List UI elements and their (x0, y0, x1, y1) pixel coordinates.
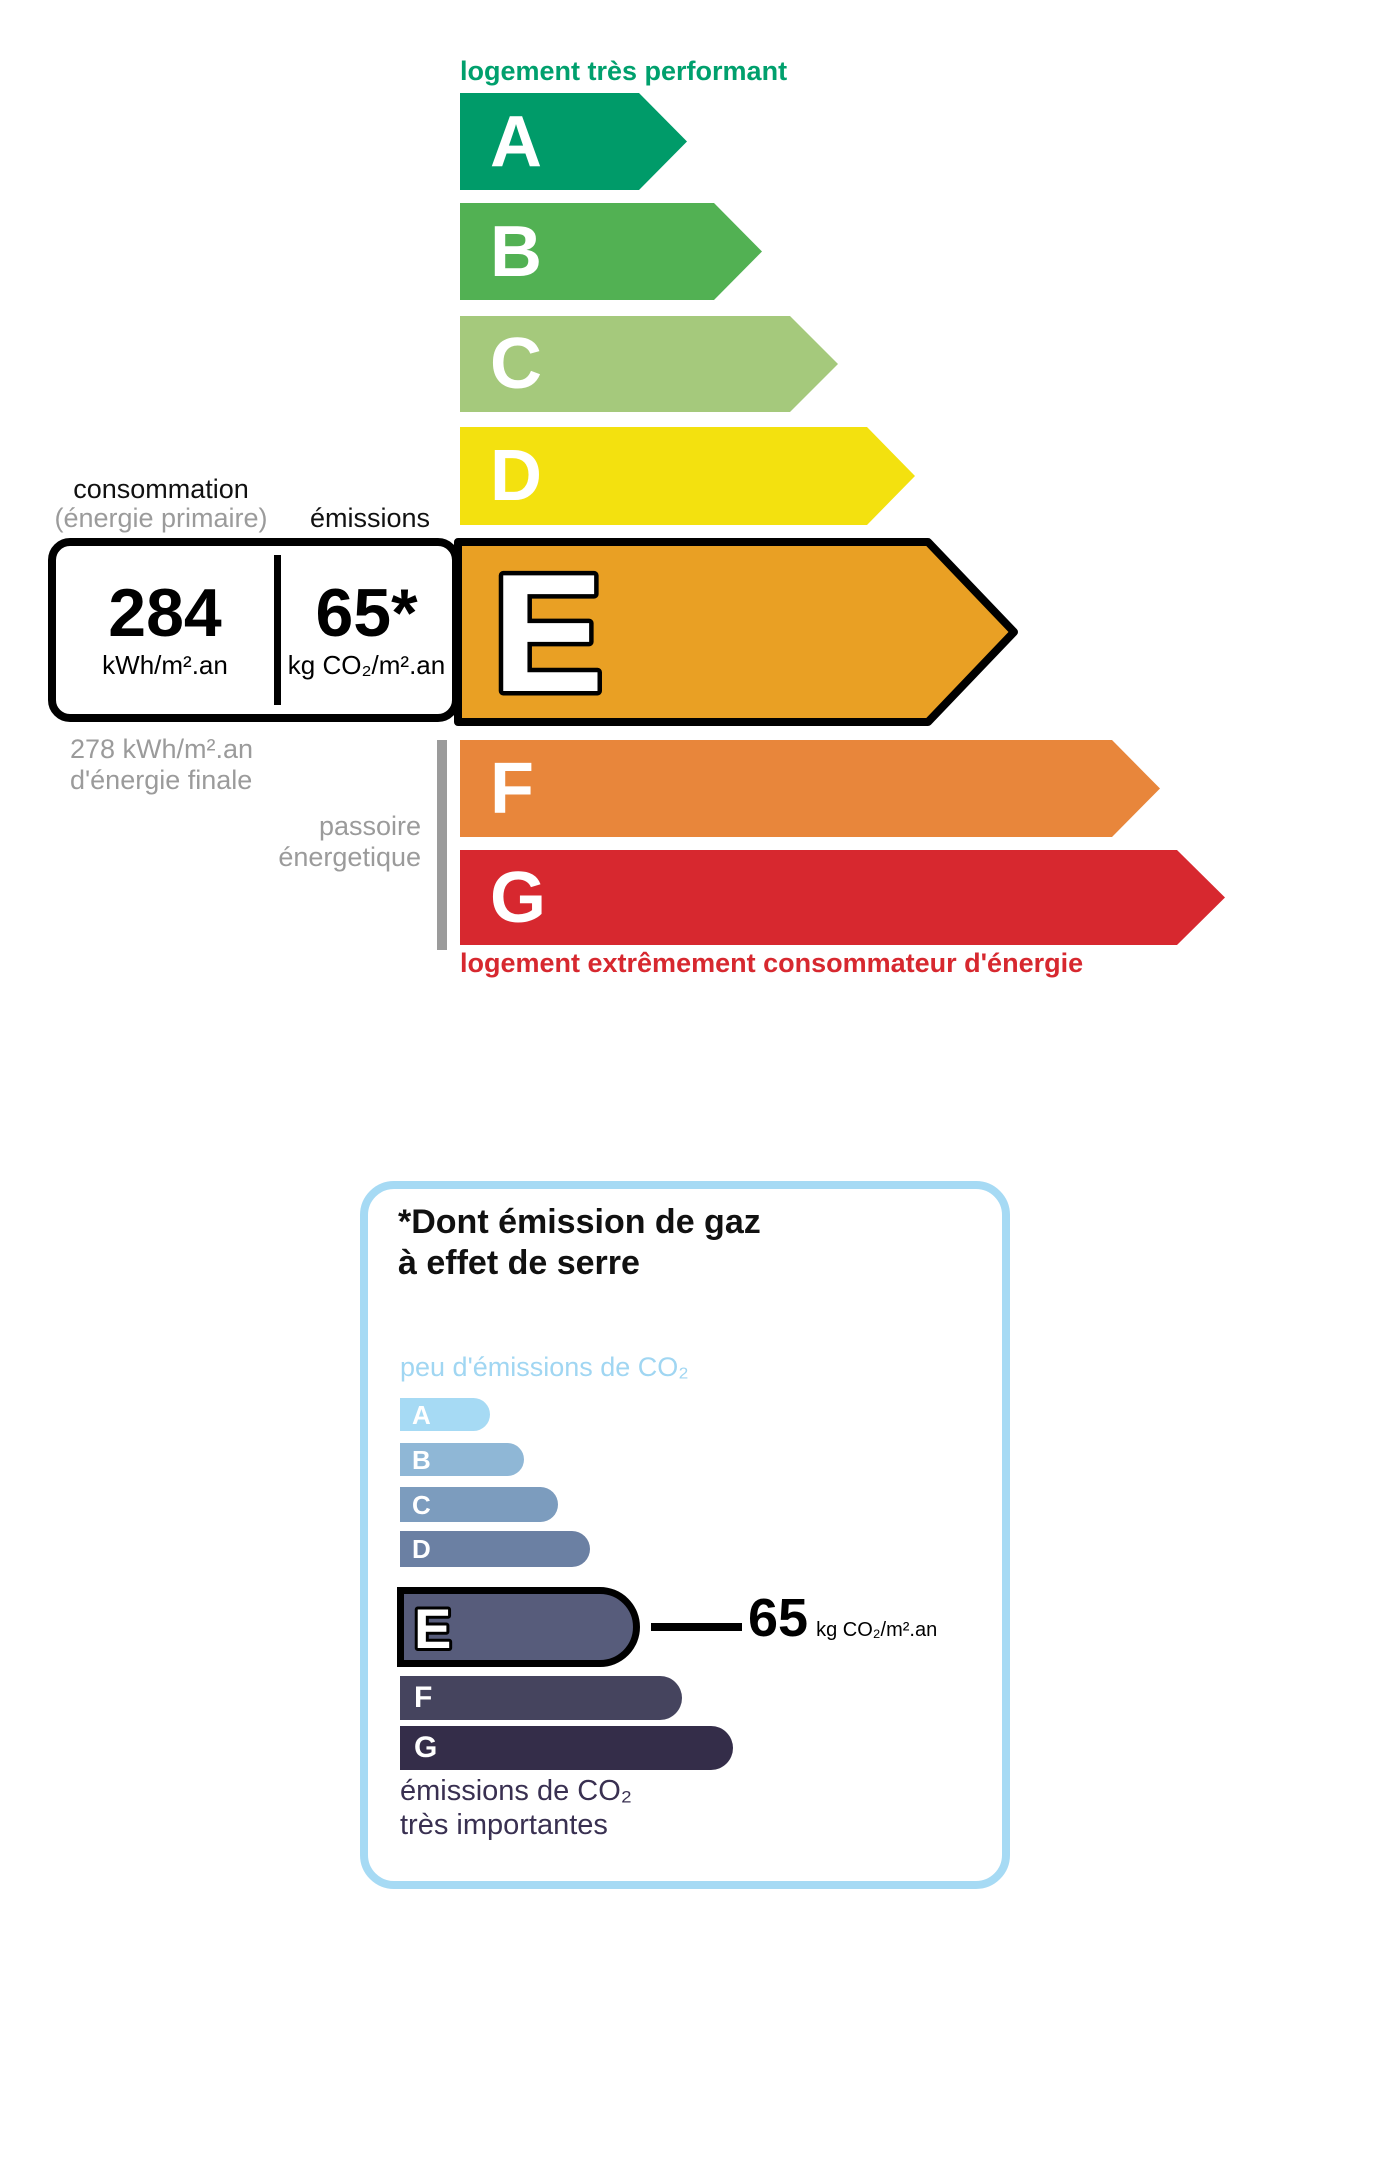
e-arrow-shape (454, 538, 1018, 726)
value-connector-line (651, 1623, 742, 1631)
grade-letter: B (490, 211, 542, 292)
current-grade-letter: E (492, 539, 604, 726)
grade-letter: C (490, 324, 542, 404)
consumption-header: consommation (73, 474, 249, 504)
co2-grade-a-bar: A (400, 1398, 490, 1431)
sieve-bracket-bar (437, 740, 447, 950)
co2-grade-e-bar-current: E (397, 1587, 640, 1667)
energy-grade-f-arrow: F (460, 740, 1160, 837)
grade-letter: D (490, 436, 542, 516)
ghg-panel-title: *Dont émission de gaz à effet de serre (398, 1203, 761, 1282)
grade-letter: A (412, 1399, 431, 1430)
co2-grade-b-bar: B (400, 1443, 524, 1476)
box-divider (274, 555, 281, 705)
final-energy-note: 278 kWh/m².an d'énergie finale (70, 734, 254, 795)
grade-letter: C (412, 1489, 431, 1520)
co2-grade-c-bar: C (400, 1487, 558, 1522)
emissions-header: émissions (309, 503, 431, 533)
consumption-value: 284 (108, 575, 222, 651)
energy-grade-c-arrow: C (460, 316, 838, 412)
grade-letter: G (490, 857, 547, 938)
low-emissions-label: peu d'émissions de CO₂ (400, 1352, 689, 1382)
rating-values-box: 284 kWh/m².an 65* kg CO₂/m².an (48, 538, 460, 722)
consumption-cell: 284 kWh/m².an (56, 579, 274, 681)
energy-grade-e-arrow-current: E (454, 538, 1018, 726)
co2-value-row: 65 kg CO₂/m².an (748, 1591, 937, 1645)
emissions-value: 65* (315, 575, 418, 651)
co2-grade-f-bar: F (400, 1676, 682, 1720)
grade-letter: F (414, 1681, 433, 1714)
co2-grade-g-bar: G (400, 1726, 733, 1770)
energy-grade-a-arrow: A (460, 93, 687, 190)
high-consumption-housing-label: logement extrêmement consommateur d'éner… (460, 948, 1084, 978)
emissions-unit: kg CO₂/m².an (287, 650, 446, 680)
co2-e-shape (397, 1587, 640, 1667)
energy-grade-d-arrow: D (460, 427, 915, 525)
efficient-housing-label: logement très performant (460, 56, 788, 86)
co2-value: 65 (748, 1588, 809, 1648)
grade-letter: A (490, 101, 542, 182)
energy-sieve-label: passoire énergetique (278, 811, 421, 872)
energy-grade-g-arrow: G (460, 850, 1225, 945)
consumption-unit: kWh/m².an (102, 650, 228, 680)
grade-letter: F (490, 748, 534, 829)
grade-letter: B (412, 1444, 431, 1475)
co2-value-unit: kg CO₂/m².an (816, 1619, 938, 1641)
high-emissions-label: émissions de CO₂ très importantes (400, 1775, 633, 1841)
grade-letter: D (412, 1534, 431, 1564)
energy-grade-b-arrow: B (460, 203, 762, 300)
co2-current-grade-letter: E (414, 1597, 451, 1660)
primary-energy-subheader: (énergie primaire) (54, 503, 268, 533)
grade-letter: G (414, 1731, 438, 1764)
emissions-cell: 65* kg CO₂/m².an (281, 579, 452, 681)
co2-grade-d-bar: D (400, 1531, 590, 1567)
